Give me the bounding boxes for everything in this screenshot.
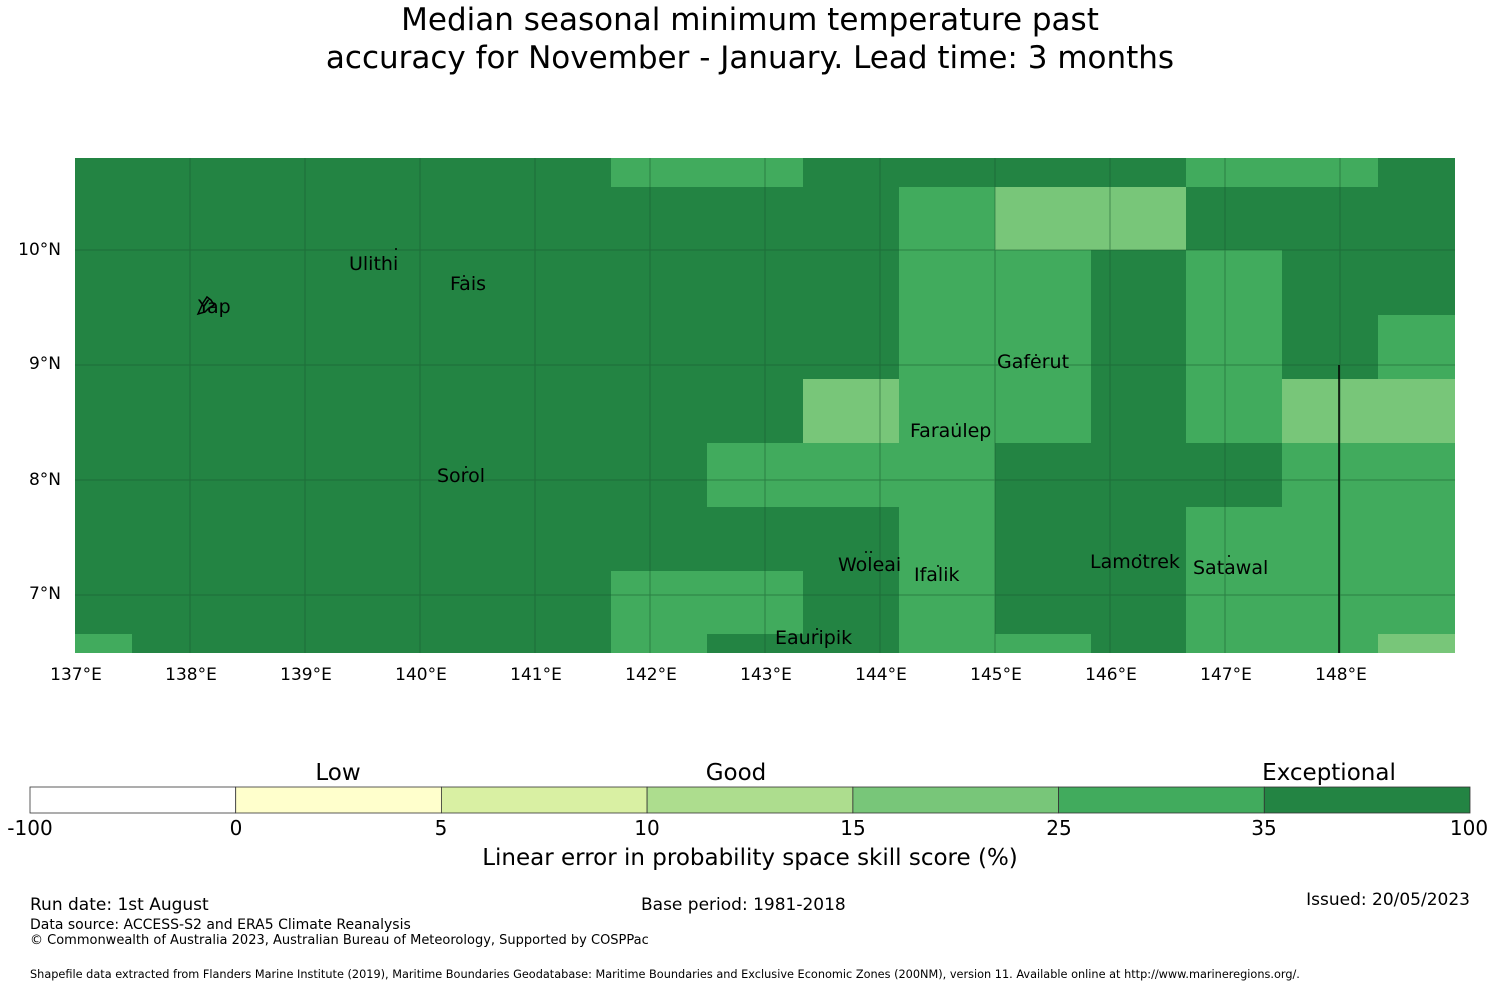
gridlines: [75, 158, 1455, 653]
cell: [899, 187, 995, 443]
cell: [1282, 443, 1455, 653]
title-line-2: accuracy for November - January. Lead ti…: [325, 40, 1175, 76]
category-label-low: Low: [315, 760, 361, 786]
cell: [995, 250, 1091, 443]
cell: [611, 571, 803, 634]
lon-tick-label: 141°E: [510, 665, 562, 685]
place-label-ifalik: Ifalik: [914, 564, 960, 586]
category-label-exceptional: Exceptional: [1262, 760, 1396, 786]
lon-tick-label: 143°E: [740, 665, 792, 685]
atoll-dot: [816, 628, 818, 630]
place-label-lamotrek: Lamotrek: [1090, 551, 1180, 573]
cell: [1378, 634, 1455, 653]
base-period: Base period: 1981-2018: [641, 895, 846, 915]
place-label-eauripik: Eauripik: [775, 627, 853, 649]
lon-tick-label: 147°E: [1200, 665, 1252, 685]
lon-tick-label: 144°E: [855, 665, 907, 685]
atoll-dot: [865, 551, 867, 553]
category-label-good: Good: [705, 760, 767, 786]
run-date: Run date: 1st August: [30, 895, 209, 915]
colorbar-tick-label: 0: [229, 816, 243, 840]
lon-tick-label: 146°E: [1085, 665, 1137, 685]
place-label-faraulep: Faraulep: [910, 420, 992, 442]
colorbar-tick-label: 35: [1251, 816, 1277, 840]
title-line-1: Median seasonal minimum temperature past: [401, 2, 1099, 38]
place-label-gaferut: Gaferut: [997, 351, 1070, 373]
cell: [1186, 158, 1378, 187]
atoll-dot: [395, 248, 397, 250]
atoll-dot: [937, 565, 939, 567]
cell: [1378, 315, 1455, 379]
good-high-cells: [75, 158, 1455, 653]
colorbar-segment: [235, 786, 442, 814]
yap-island-shape: [196, 295, 216, 316]
lat-tick-label: 7°N: [28, 584, 61, 604]
lon-tick-label: 148°E: [1315, 665, 1367, 685]
copyright: © Commonwealth of Australia 2023, Austra…: [30, 933, 649, 948]
skill-map: [75, 158, 1455, 653]
atoll-dot: [870, 551, 872, 553]
atoll-dot: [463, 275, 465, 277]
shapefile-credit: Shapefile data extracted from Flanders M…: [30, 968, 1300, 981]
atoll-dot: [1035, 354, 1037, 356]
cell: [707, 443, 995, 507]
cell: [803, 379, 899, 443]
colorbar-segment: [1058, 786, 1265, 814]
colorbar-title: Linear error in probability space skill …: [482, 845, 1018, 871]
atoll-dot: [956, 423, 958, 425]
good-mid-cells: [803, 187, 1455, 653]
lat-tick-label: 8°N: [28, 470, 61, 490]
colorbar-strip: [29, 786, 1471, 814]
lon-tick-label: 140°E: [395, 665, 447, 685]
lon-tick-label: 139°E: [280, 665, 332, 685]
issued-date: Issued: 20/05/2023: [1306, 890, 1470, 910]
lon-tick-label: 138°E: [165, 665, 217, 685]
lon-tick-label: 142°E: [625, 665, 677, 685]
place-label-ulithi: Ulithi: [349, 253, 399, 275]
cell: [995, 187, 1186, 250]
place-label-satawal: Satawal: [1193, 557, 1269, 579]
colorbar-tick-label: 5: [434, 816, 448, 840]
data-source: Data source: ACCESS-S2 and ERA5 Climate …: [30, 917, 411, 933]
colorbar-tick-label: 25: [1046, 816, 1072, 840]
cell: [611, 634, 707, 653]
atoll-dot: [1139, 554, 1141, 556]
colorbar-segment: [29, 786, 237, 814]
lon-tick-label: 145°E: [970, 665, 1022, 685]
colorbar-segment: [852, 786, 1060, 814]
cell: [899, 507, 995, 653]
colorbar-tick-label: 15: [840, 816, 866, 840]
place-label-fais: Fais: [450, 273, 487, 295]
place-label-sorol: Sorol: [437, 465, 485, 487]
colorbar-tick-label: -100: [7, 816, 53, 840]
atoll-dots: [395, 248, 1230, 630]
lon-tick-label: 137°E: [50, 665, 102, 685]
cell: [1186, 507, 1282, 653]
lat-tick-label: 10°N: [18, 240, 61, 260]
cell: [611, 158, 803, 187]
colorbar-segment: [1263, 786, 1471, 814]
place-label-yap: Yap: [198, 296, 231, 318]
colorbar-segment: [646, 786, 854, 814]
atoll-dot: [465, 466, 467, 468]
colorbar-tick-label: 10: [634, 816, 660, 840]
colorbar-tick-label: 100: [1449, 816, 1489, 840]
cell: [75, 634, 132, 653]
cell: [1282, 379, 1455, 443]
cell: [995, 634, 1091, 653]
colorbar-segment: [440, 786, 648, 814]
lat-tick-label: 9°N: [28, 354, 61, 374]
atoll-dot: [1228, 555, 1230, 557]
cell: [1186, 250, 1282, 443]
place-label-woleai: Woleai: [838, 554, 902, 576]
